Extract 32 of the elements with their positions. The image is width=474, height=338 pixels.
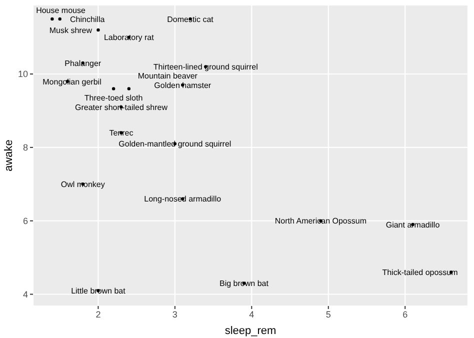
y-tick-label: 8 — [22, 142, 28, 153]
x-tick-label: 5 — [326, 309, 331, 320]
y-tick-label: 4 — [22, 289, 28, 300]
data-label: Thirteen-lined ground squirrel — [153, 62, 258, 72]
point — [58, 17, 62, 21]
point — [50, 17, 54, 21]
data-label: Three-toed sloth — [84, 94, 143, 103]
x-tick-label: 3 — [172, 309, 178, 320]
data-label: Golden-mantled ground squirrel — [118, 140, 232, 149]
data-label: Musk shrew — [49, 26, 92, 35]
y-tick-label: 10 — [18, 69, 28, 80]
data-label: Little brown bat — [71, 286, 126, 296]
point — [127, 87, 130, 90]
data-label: Long-nosed armadillo — [144, 194, 222, 204]
data-label: Chinchilla — [70, 14, 106, 24]
data-label: Mongolian gerbil — [42, 77, 102, 86]
x-tick-label: 2 — [96, 309, 101, 320]
data-label: Laboratory rat — [104, 33, 155, 42]
data-label: Owl monkey — [60, 180, 105, 190]
data-label: Phalanger — [64, 58, 102, 68]
y-tick-label: 6 — [22, 216, 28, 226]
data-label: Tenrec — [109, 128, 134, 138]
point — [96, 28, 100, 32]
x-tick-label: 4 — [249, 309, 254, 320]
data-label: North American Opossum — [274, 216, 367, 226]
data-label: Greater short-tailed shrew — [74, 102, 168, 112]
x-tick-label: 6 — [402, 309, 408, 320]
point — [112, 87, 116, 90]
x-axis-title: sleep_rem — [224, 325, 276, 337]
y-axis-title: awake — [2, 140, 15, 172]
data-label: House mouse — [36, 6, 86, 15]
data-label: Mountain beaver — [138, 72, 198, 81]
